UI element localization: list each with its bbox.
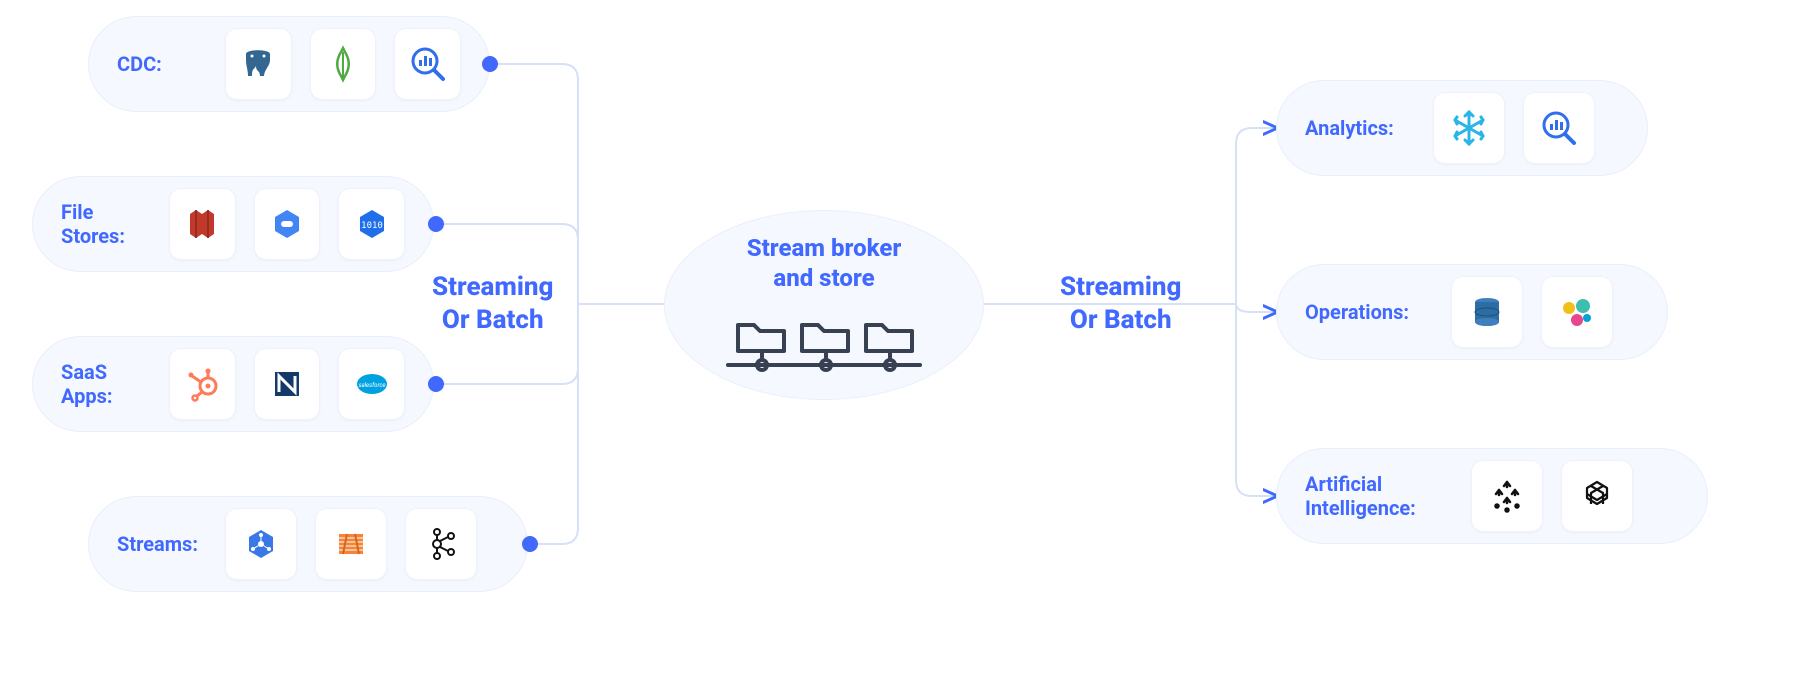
openai-icon <box>1561 460 1633 532</box>
azure-blob-icon: 1010 <box>338 188 405 260</box>
pinecone-icon <box>1471 460 1543 532</box>
search-analytics-icon <box>1523 92 1595 164</box>
postgresql-icon <box>225 28 292 100</box>
svg-text:1010: 1010 <box>361 221 383 231</box>
dest-analytics: Analytics: <box>1276 80 1648 176</box>
source-cdc: CDC: <box>88 16 490 112</box>
dot-saas-apps <box>428 376 444 392</box>
dest-analytics-label: Analytics: <box>1305 116 1415 140</box>
hubspot-icon <box>169 348 236 420</box>
kinesis-icon <box>315 508 387 580</box>
source-cdc-label: CDC: <box>117 52 207 76</box>
aws-s3-icon <box>169 188 236 260</box>
folders-icon <box>722 307 926 377</box>
source-saas-apps-label: SaaS Apps: <box>61 360 151 408</box>
mongodb-icon <box>310 28 377 100</box>
kafka-icon <box>405 508 477 580</box>
snowflake-icon <box>1433 92 1505 164</box>
svg-text:salesforce: salesforce <box>358 382 385 389</box>
stream-label-right: Streaming Or Batch <box>1060 271 1181 336</box>
gcs-icon <box>254 188 321 260</box>
dot-file-stores <box>428 216 444 232</box>
source-saas-apps: SaaS Apps: salesforce <box>32 336 434 432</box>
stream-label-left: Streaming Or Batch <box>432 271 553 336</box>
source-streams-label: Streams: <box>117 532 207 556</box>
dot-cdc <box>482 56 498 72</box>
stream-broker-node: Stream broker and store <box>664 210 984 400</box>
dynamodb-icon <box>1451 276 1523 348</box>
dot-streams <box>522 536 538 552</box>
source-file-stores-label: File Stores: <box>61 200 151 248</box>
search-analytics-icon <box>394 28 461 100</box>
netsuite-icon <box>254 348 321 420</box>
dest-operations-label: Operations: <box>1305 300 1433 324</box>
salesforce-icon: salesforce <box>338 348 405 420</box>
dest-ai-label: Artificial Intelligence: <box>1305 472 1453 520</box>
diagram-stage: CDC: File Stores: 1010 SaaS Apps: <box>0 0 1804 684</box>
dest-operations: Operations: <box>1276 264 1668 360</box>
source-streams: Streams: <box>88 496 528 592</box>
dest-ai: Artificial Intelligence: <box>1276 448 1708 544</box>
source-file-stores: File Stores: 1010 <box>32 176 434 272</box>
pubsub-icon <box>225 508 297 580</box>
elasticsearch-icon <box>1541 276 1613 348</box>
broker-title: Stream broker and store <box>747 233 902 293</box>
